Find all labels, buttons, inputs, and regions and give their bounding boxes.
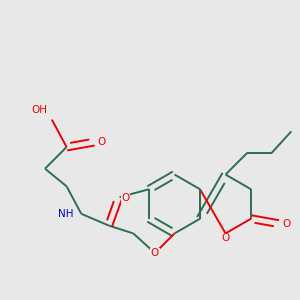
Text: O: O <box>221 233 230 243</box>
Text: OH: OH <box>31 105 47 115</box>
Text: NH: NH <box>58 209 74 219</box>
Text: O: O <box>98 137 106 147</box>
Text: O: O <box>121 193 130 203</box>
Text: O: O <box>282 219 290 229</box>
Text: O: O <box>151 248 159 258</box>
